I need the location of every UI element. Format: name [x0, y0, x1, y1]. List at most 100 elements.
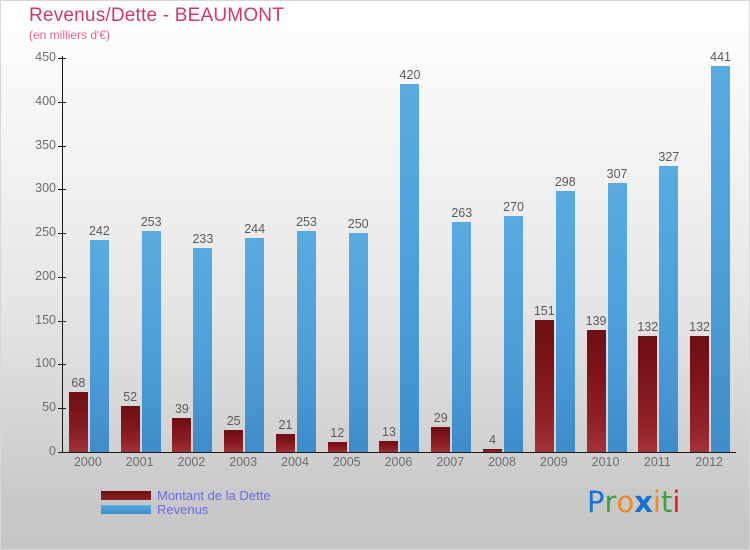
- x-axis-tick-label: 2002: [177, 455, 206, 469]
- bar-group: 139 307 2010: [580, 58, 632, 469]
- bar-revenus[interactable]: [141, 230, 161, 452]
- legend-item-revenus: Revenus: [101, 501, 270, 517]
- bar-revenus[interactable]: [245, 238, 265, 452]
- bar-dette[interactable]: [120, 406, 140, 452]
- bar-revenus[interactable]: [659, 165, 679, 452]
- proxiti-logo: Proxiti: [587, 485, 680, 519]
- bar-value-label: 39: [174, 401, 189, 416]
- y-axis-tick-mark: [58, 145, 66, 147]
- y-axis-tick-mark: [58, 364, 66, 366]
- plot-area: 0 50 100 150 200 250 300 350 400 450 68 242 2000 52 25…: [35, 50, 735, 469]
- bar-dette[interactable]: [275, 433, 295, 452]
- bar-dette[interactable]: [534, 319, 554, 452]
- logo-letter: o: [616, 485, 635, 519]
- legend-label-dette: Montant de la Dette: [157, 487, 271, 503]
- bar-value-label: 244: [244, 222, 266, 237]
- bar-group: 13 420 2006: [373, 58, 425, 469]
- bar-revenus[interactable]: [193, 248, 213, 452]
- bar-value-label: 52: [123, 390, 138, 405]
- y-axis-tick-label: 200: [35, 268, 56, 283]
- bar-group: 4 270 2008: [476, 58, 528, 469]
- y-axis-tick-label: 400: [35, 93, 56, 108]
- bar-dette[interactable]: [586, 330, 606, 452]
- bar-revenus[interactable]: [89, 240, 109, 452]
- y-axis-tick-label: 300: [35, 181, 56, 196]
- y-axis-tick-mark: [58, 101, 66, 103]
- bar-value-label: 25: [226, 414, 241, 429]
- bar-dette[interactable]: [327, 441, 347, 452]
- bar-group: 68 242 2000: [62, 58, 114, 469]
- y-axis-tick-mark: [58, 58, 66, 59]
- title-block: Revenus/Dette - BEAUMONT (en milliers d'…: [29, 5, 284, 43]
- x-axis-tick-label: 2006: [384, 455, 413, 469]
- chart-legend: Montant de la Dette Revenus: [101, 487, 271, 517]
- bar-dette[interactable]: [690, 336, 710, 452]
- x-axis-tick-label: 2000: [73, 455, 102, 469]
- bar-value-label: 68: [71, 376, 86, 391]
- y-axis-tick-label: 150: [35, 312, 56, 327]
- y-axis-tick-label: 450: [35, 50, 56, 64]
- bar-dette[interactable]: [431, 426, 451, 452]
- bar-revenus[interactable]: [711, 65, 731, 452]
- bar-value-label: 263: [451, 205, 473, 220]
- bar-group: 25 244 2003: [217, 58, 269, 469]
- chart-title: Revenus/Dette - BEAUMONT: [29, 5, 285, 26]
- legend-swatch-dette-icon: [101, 490, 151, 500]
- legend-swatch-revenus-icon: [101, 504, 151, 514]
- bar-value-label: 253: [140, 214, 162, 229]
- bar-revenus[interactable]: [452, 221, 472, 452]
- bar-revenus[interactable]: [607, 183, 627, 452]
- logo-letter: x: [634, 485, 653, 519]
- bar-dette[interactable]: [379, 440, 399, 452]
- bar-value-label: 132: [637, 320, 659, 335]
- bar-value-label: 420: [399, 68, 421, 83]
- x-axis-tick-label: 2001: [125, 455, 154, 469]
- x-axis-tick-label: 2009: [539, 455, 568, 469]
- bar-dette[interactable]: [68, 392, 88, 452]
- y-axis-tick-label: 250: [35, 225, 56, 240]
- logo-letter: i: [652, 485, 661, 519]
- y-axis-tick-mark: [58, 276, 66, 278]
- logo-letter: r: [604, 485, 617, 519]
- bar-dette[interactable]: [483, 448, 503, 452]
- y-axis-tick-label: 350: [35, 137, 56, 152]
- y-axis-tick-mark: [58, 233, 66, 235]
- bar-value-label: 132: [689, 320, 711, 335]
- y-axis-tick-mark: [58, 189, 66, 191]
- bar-group: 29 263 2007: [424, 58, 476, 469]
- bar-revenus[interactable]: [555, 191, 575, 452]
- legend-item-dette: Montant de la Dette: [101, 487, 271, 503]
- y-axis-tick-mark: [58, 320, 66, 322]
- logo-letter: t: [660, 485, 673, 519]
- bar-group: 52 253 2001: [114, 58, 166, 469]
- bar-dette[interactable]: [638, 336, 658, 452]
- bar-value-label: 270: [503, 199, 524, 214]
- bar-revenus[interactable]: [296, 230, 316, 452]
- bar-value-label: 307: [606, 167, 628, 182]
- bar-dette[interactable]: [172, 417, 192, 452]
- bar-value-label: 327: [658, 149, 680, 164]
- y-axis-tick-label: 0: [49, 444, 56, 458]
- y-axis-tick-mark: [58, 452, 66, 453]
- x-axis-tick-label: 2012: [695, 455, 723, 469]
- bar-value-label: 151: [533, 303, 555, 318]
- bar-value-label: 12: [330, 425, 345, 440]
- y-axis-tick-label: 100: [35, 356, 56, 371]
- bar-revenus[interactable]: [400, 84, 420, 452]
- bar-group: 21 253 2004: [269, 58, 321, 469]
- bar-dette[interactable]: [224, 430, 244, 452]
- bar-value-label: 29: [433, 410, 448, 425]
- x-axis-tick-label: 2003: [229, 455, 258, 469]
- logo-letter: i: [672, 485, 681, 519]
- x-axis-tick-label: 2005: [332, 455, 361, 469]
- bar-value-label: 4: [489, 432, 496, 447]
- x-axis-tick-label: 2008: [488, 455, 516, 469]
- x-axis-tick-label: 2004: [281, 455, 309, 469]
- bar-group: 12 250 2005: [321, 58, 373, 469]
- y-axis-line: [62, 56, 63, 453]
- bar-revenus[interactable]: [504, 215, 524, 452]
- bar-revenus[interactable]: [348, 233, 368, 452]
- bar-value-label: 233: [192, 232, 214, 246]
- legend-label-revenus: Revenus: [157, 501, 209, 517]
